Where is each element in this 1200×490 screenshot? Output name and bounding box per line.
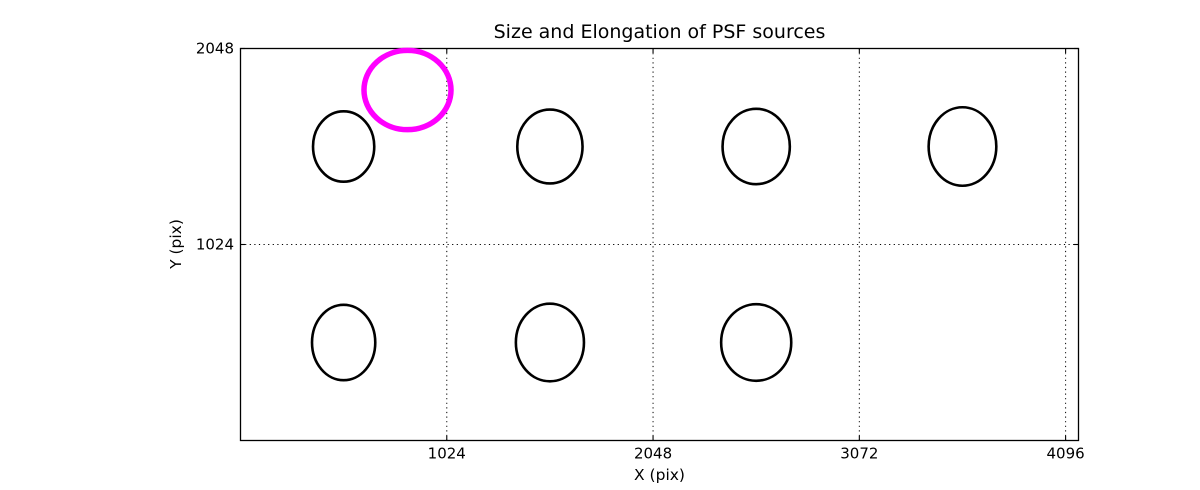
psf-source-ellipse xyxy=(719,302,793,383)
psf-source-ellipse xyxy=(311,109,376,184)
psf-source-ellipse xyxy=(514,302,586,383)
psf-source-ellipse xyxy=(927,105,998,188)
y-tick-label: 1024 xyxy=(196,236,234,254)
psf-source-ellipse xyxy=(310,303,377,382)
axes-frame xyxy=(239,47,1080,442)
psf-source-ellipse-highlighted xyxy=(361,47,454,133)
chart-title: Size and Elongation of PSF sources xyxy=(493,21,826,43)
y-tick-label: 2048 xyxy=(196,40,234,58)
psf-source-ellipse xyxy=(515,108,584,185)
x-axis-label: X (pix) xyxy=(634,466,685,484)
psf-source-ellipse xyxy=(721,107,792,186)
x-tick-label: 1024 xyxy=(428,445,466,463)
x-tick-label: 4096 xyxy=(1047,445,1085,463)
x-tick-label: 2048 xyxy=(634,445,672,463)
y-axis-label: Y (pix) xyxy=(167,219,185,269)
x-tick-label: 3072 xyxy=(840,445,878,463)
